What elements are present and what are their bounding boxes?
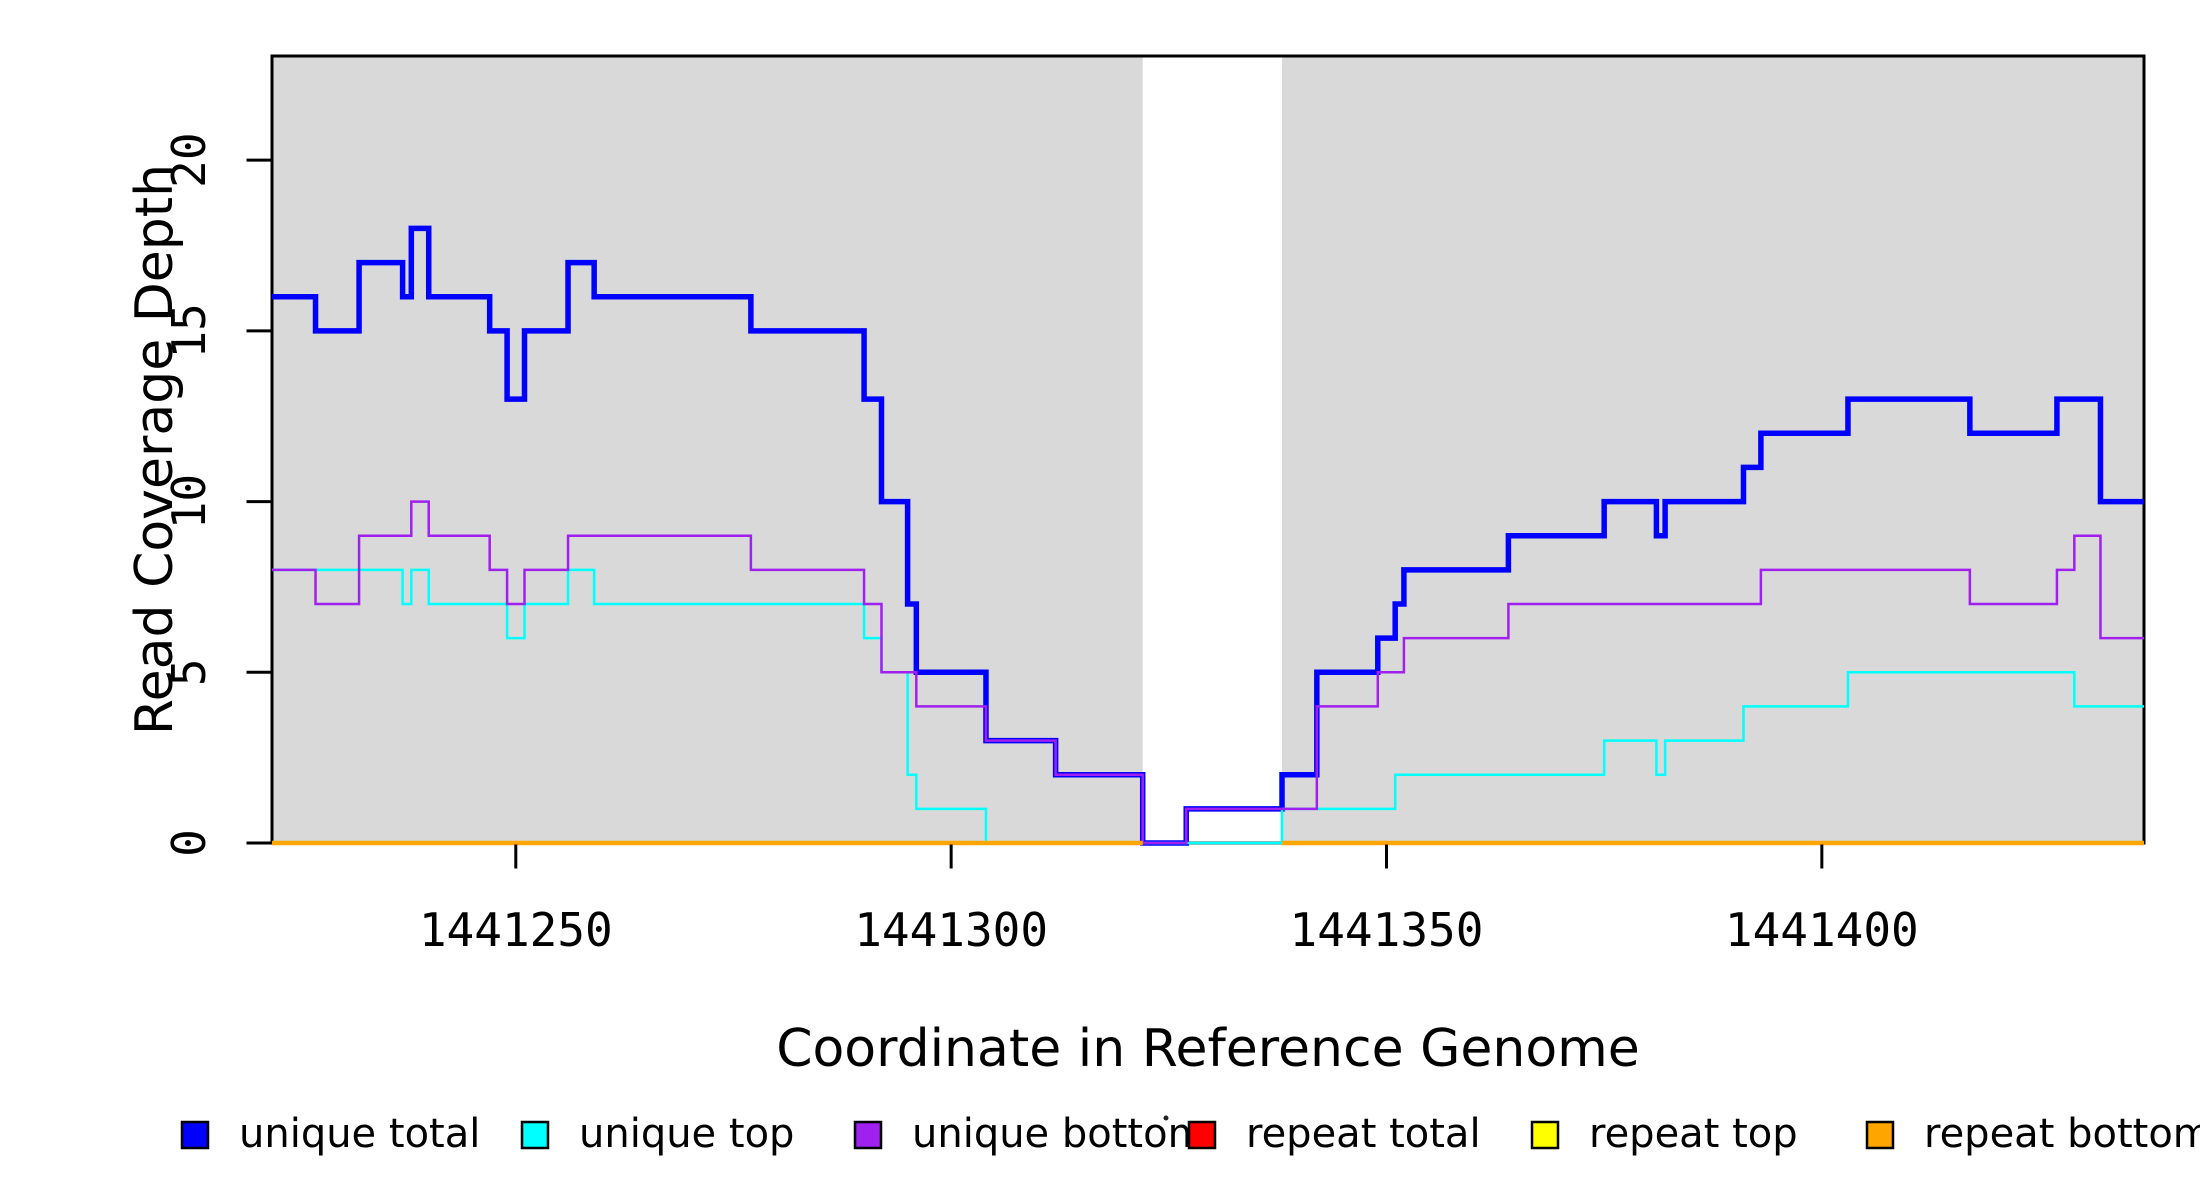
shaded-regions [272,56,2144,843]
y-tick-label: 15 [162,303,216,358]
legend-swatch-repeat-total [1187,1120,1217,1150]
legend-label: unique bottom [912,1111,1207,1157]
x-tick-label: 1441250 [419,903,613,957]
series-unique-top [272,568,2144,845]
shaded-region [1282,56,2144,843]
y-tick-label: 0 [162,829,216,857]
x-tick-label: 1441350 [1290,903,1484,957]
legend-label: unique total [239,1111,480,1157]
y-tick-label: 20 [162,132,216,187]
shaded-region [272,56,1143,843]
x-tick-label: 1441300 [854,903,1048,957]
legend-label: repeat top [1589,1111,1798,1157]
x-axis-title: Coordinate in Reference Genome [776,1019,1640,1079]
y-axis-title: Read Coverage Depth [125,164,185,735]
y-axis: 0 5 10 15 20 [162,132,271,857]
series-unique-bottom [272,500,2144,845]
legend-swatch-repeat-bottom [1865,1120,1895,1150]
x-axis: 1441250 1441300 1441350 1441400 [419,844,1919,957]
y-tick-label: 5 [162,658,216,686]
x-tick-label: 1441400 [1725,903,1919,957]
series-group [272,225,2144,846]
legend-swatch-unique-bottom [853,1120,883,1150]
legend: unique total unique top unique bottom repea… [180,1111,2200,1157]
legend-label: repeat bottom [1924,1111,2200,1157]
legend-swatch-unique-total [180,1120,210,1150]
legend-swatch-unique-top [520,1120,550,1150]
legend-swatch-repeat-top [1530,1120,1560,1150]
y-tick-label: 10 [162,474,216,529]
legend-label: unique top [579,1111,794,1157]
stray-dot [1163,1115,1169,1121]
legend-label: repeat total [1246,1111,1481,1157]
